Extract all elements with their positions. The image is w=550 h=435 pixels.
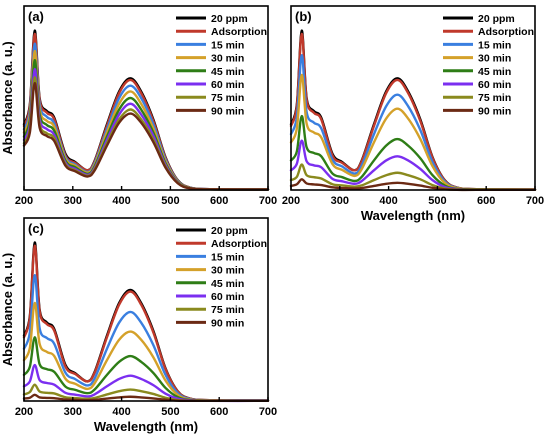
x-tick-label: 400 [112, 195, 130, 207]
series-line-60-min [22, 363, 270, 403]
x-tick-label: 200 [15, 195, 33, 207]
x-tick-label: 400 [112, 406, 130, 418]
legend-label: 75 min [211, 304, 244, 316]
x-tick-label: 700 [259, 195, 277, 207]
x-tick-label: 700 [259, 406, 277, 418]
x-tick-label: 500 [428, 195, 446, 207]
legend-label: 75 min [211, 92, 244, 104]
x-tick-label: 500 [161, 195, 179, 207]
x-tick-label: 400 [379, 195, 397, 207]
legend-label: 20 ppm [211, 13, 248, 25]
legend-label: 30 min [211, 265, 244, 277]
panel-label: (c) [28, 221, 44, 236]
panel-a: 200 300 400 500 600 700 (a) Absorbance (a. u.) 2… [0, 5, 277, 207]
legend-label: 45 min [478, 66, 511, 78]
x-tick-label: 200 [15, 406, 33, 418]
x-tick-label: 300 [331, 195, 349, 207]
x-tick-label: 300 [64, 406, 82, 418]
panel-b: 200 300 400 500 600 700 (b) Wavelength (nm) 20 p… [282, 5, 544, 223]
legend-label: 75 min [478, 92, 511, 104]
x-tick-label: 600 [210, 406, 228, 418]
legend-label: 45 min [211, 66, 244, 78]
legend-label: 15 min [211, 251, 244, 263]
y-axis-label: Absorbance (a. u.) [0, 253, 15, 366]
x-axis-label: Wavelength (nm) [361, 208, 465, 223]
legend-label: 90 min [211, 105, 244, 117]
legend-label: 45 min [211, 278, 244, 290]
panel-c: 200 300 400 500 600 700 (c) Wavelength (nm) Abso… [0, 217, 277, 434]
x-tick-label: 600 [210, 195, 228, 207]
legend-label: 90 min [211, 317, 244, 329]
plot-frame [23, 5, 269, 191]
series-line-adsorption [22, 244, 270, 402]
series-line-30-min [22, 301, 270, 402]
legend-label: 20 ppm [211, 225, 248, 237]
legend-label: Adsorption [478, 26, 534, 38]
y-axis-label: Absorbance (a. u.) [0, 41, 15, 154]
series-line-45-min [289, 114, 537, 191]
series-line-45-min [22, 336, 270, 402]
x-tick-label: 700 [526, 195, 544, 207]
panel-label: (a) [28, 9, 44, 24]
legend-label: 30 min [211, 53, 244, 65]
legend-label: 60 min [478, 79, 511, 91]
legend-label: 30 min [478, 53, 511, 65]
x-tick-label: 200 [282, 195, 300, 207]
legend-label: 15 min [211, 39, 244, 51]
plot-frame [23, 217, 269, 402]
panel-label: (b) [295, 9, 312, 24]
legend-label: Adsorption [211, 238, 267, 250]
legend-label: 90 min [478, 105, 511, 117]
series-line-60-min [289, 139, 537, 191]
x-tick-label: 300 [64, 195, 82, 207]
x-tick-label: 500 [161, 406, 179, 418]
x-axis-label: Wavelength (nm) [94, 419, 198, 434]
series-line-15-min [22, 273, 270, 402]
series-line-90-min [22, 82, 270, 191]
plot-frame [290, 5, 536, 191]
legend-label: Adsorption [211, 26, 267, 38]
series-line-30-min [289, 73, 537, 191]
legend-label: 60 min [211, 291, 244, 303]
legend-label: 20 ppm [478, 13, 515, 25]
x-tick-label: 600 [477, 195, 495, 207]
legend-label: 15 min [478, 39, 511, 51]
legend-label: 60 min [211, 79, 244, 91]
